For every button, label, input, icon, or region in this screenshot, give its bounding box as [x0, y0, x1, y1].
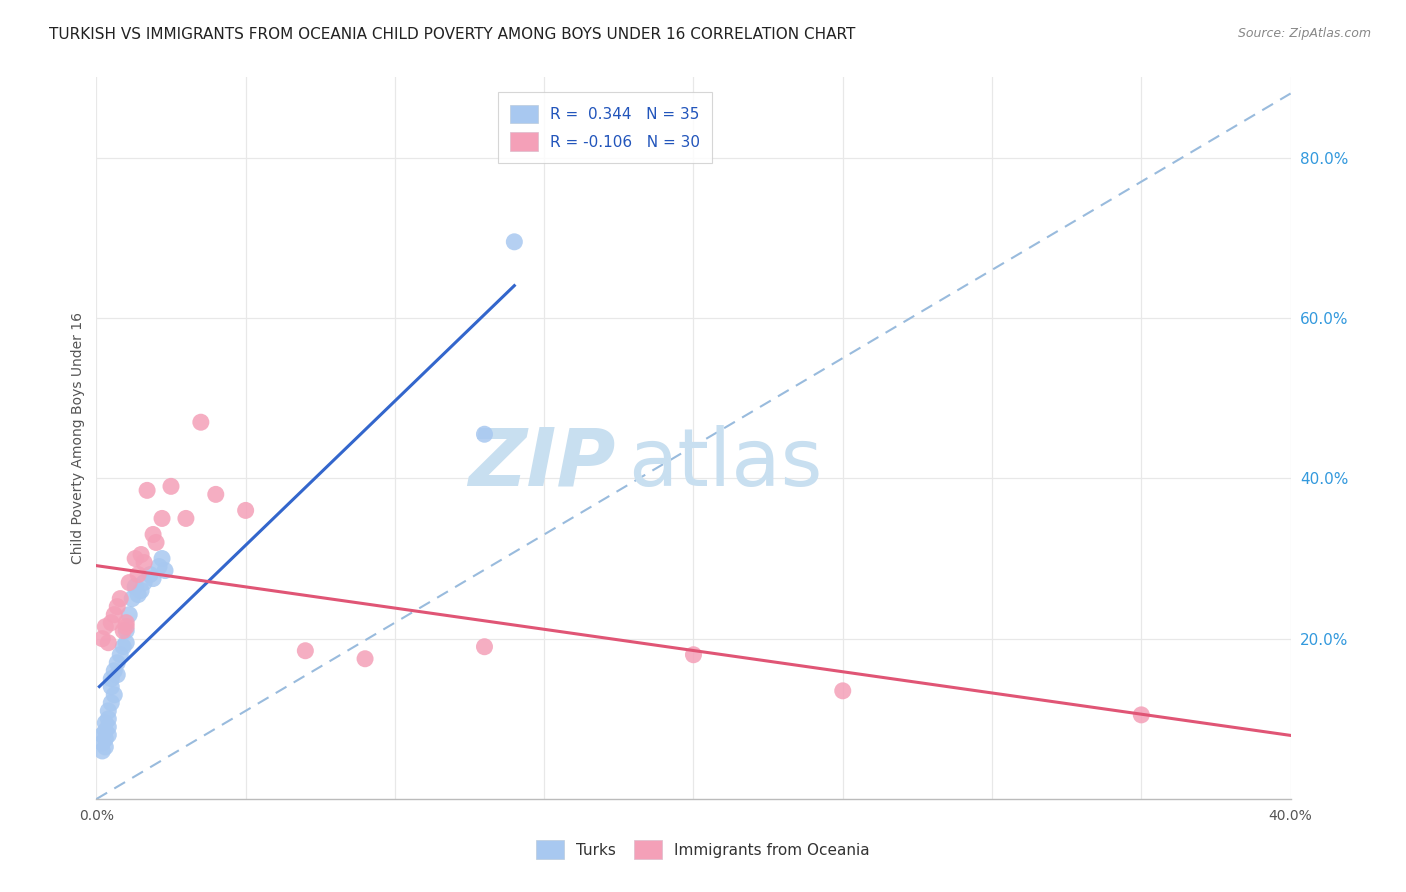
Text: atlas: atlas [628, 425, 823, 502]
Point [94, 723, 117, 738]
Point [110, 648, 132, 662]
Point [103, 688, 125, 702]
Point [139, 567, 162, 582]
Point [94, 620, 117, 634]
Point [97, 636, 120, 650]
Point [127, 567, 149, 582]
Point [174, 511, 197, 525]
Text: TURKISH VS IMMIGRANTS FROM OCEANIA CHILD POVERTY AMONG BOYS UNDER 16 CORRELATION: TURKISH VS IMMIGRANTS FROM OCEANIA CHILD… [49, 27, 856, 42]
Point [142, 527, 165, 541]
Point [124, 551, 146, 566]
Point [91, 744, 114, 758]
Point [474, 427, 496, 442]
Point [91, 632, 114, 646]
Text: Source: ZipAtlas.com: Source: ZipAtlas.com [1237, 27, 1371, 40]
Point [110, 591, 132, 606]
Point [115, 624, 138, 638]
Y-axis label: Child Poverty Among Boys Under 16: Child Poverty Among Boys Under 16 [72, 312, 86, 565]
Point [100, 615, 122, 630]
Point [831, 683, 853, 698]
Point [129, 548, 152, 562]
Point [115, 620, 138, 634]
Point [145, 535, 167, 549]
Point [94, 715, 117, 730]
Point [115, 636, 138, 650]
Point [129, 583, 152, 598]
Point [148, 559, 170, 574]
Point [134, 556, 156, 570]
Point [100, 696, 122, 710]
Text: ZIP: ZIP [468, 425, 616, 502]
Point [112, 624, 135, 638]
Point [105, 599, 128, 614]
Point [474, 640, 496, 654]
Point [91, 736, 114, 750]
Point [121, 591, 143, 606]
Point [91, 728, 114, 742]
Point [97, 720, 120, 734]
Point [150, 511, 173, 525]
Point [190, 415, 212, 429]
Point [354, 652, 377, 666]
Legend: Turks, Immigrants from Oceania: Turks, Immigrants from Oceania [529, 832, 877, 866]
Point [134, 575, 156, 590]
Point [105, 667, 128, 681]
Point [115, 615, 138, 630]
Point [118, 575, 141, 590]
Point [118, 607, 141, 622]
Point [153, 564, 176, 578]
Point [1130, 707, 1153, 722]
Point [97, 704, 120, 718]
Point [142, 572, 165, 586]
Point [100, 680, 122, 694]
Point [160, 479, 183, 493]
Point [204, 487, 226, 501]
Point [103, 607, 125, 622]
Point [100, 672, 122, 686]
Point [97, 712, 120, 726]
Point [94, 731, 117, 746]
Point [97, 728, 120, 742]
Point [127, 588, 149, 602]
Point [294, 644, 316, 658]
Point [124, 580, 146, 594]
Point [136, 483, 159, 498]
Point [112, 640, 135, 654]
Point [94, 739, 117, 754]
Point [105, 656, 128, 670]
Legend: R =  0.344   N = 35, R = -0.106   N = 30: R = 0.344 N = 35, R = -0.106 N = 30 [498, 92, 713, 163]
Point [103, 664, 125, 678]
Point [503, 235, 526, 249]
Point [150, 551, 173, 566]
Point [682, 648, 704, 662]
Point [235, 503, 257, 517]
